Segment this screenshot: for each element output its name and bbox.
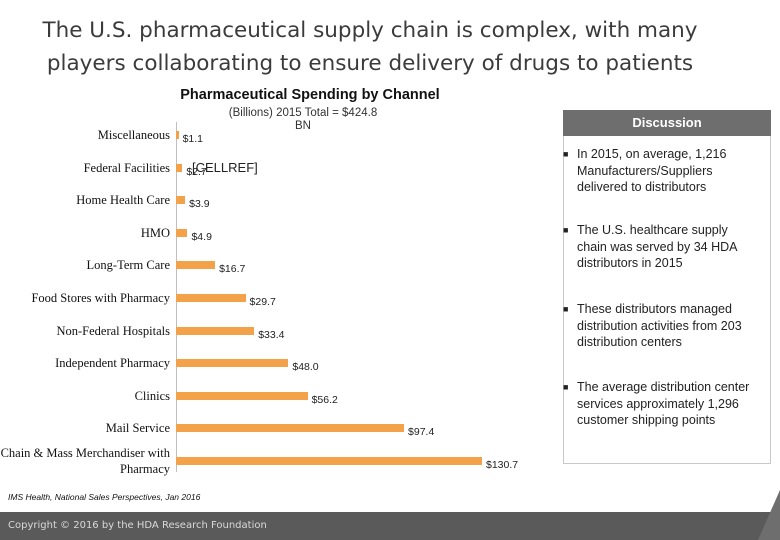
bullet-text: These distributors managed distribution … [577, 302, 742, 349]
source-note: IMS Health, National Sales Perspectives,… [8, 492, 201, 502]
category-label: Non-Federal Hospitals [56, 323, 170, 338]
bullet-icon: ■ [563, 149, 569, 159]
chart-title: Pharmaceutical Spending by Channel [180, 87, 440, 103]
value-label: $33.4 [258, 328, 285, 341]
discussion-bullet: ■ These distributors managed distributio… [563, 301, 759, 351]
value-label: $29.7 [249, 296, 276, 308]
bar [176, 196, 186, 205]
bar [176, 326, 255, 335]
bar [176, 228, 188, 237]
value-label: $3.9 [189, 198, 210, 211]
bullet-text: In 2015, on average, 1,216 Manufacturers… [577, 147, 727, 194]
discussion-panel [563, 110, 771, 464]
bar [176, 457, 482, 465]
discussion-bullet: ■ The average distribution center servic… [563, 379, 759, 429]
copyright-text: Copyright © 2016 by the HDA Research Fou… [8, 520, 267, 531]
category-label: Chain & Mass Merchandiser with Pharmacy [0, 446, 170, 476]
bullet-icon: ■ [563, 304, 569, 314]
bar [176, 131, 179, 139]
value-label: $4.9 [191, 230, 212, 243]
corner-decoration [758, 490, 780, 540]
category-label: HMO [140, 225, 170, 240]
category-label: Home Health Care [76, 193, 170, 208]
slide-title: The U.S. pharmaceutical supply chain is … [42, 18, 698, 76]
value-label: $48.0 [292, 361, 319, 374]
value-label: $16.7 [219, 263, 246, 276]
value-label: $2.7 [186, 165, 207, 178]
category-label: Miscellaneous [97, 128, 170, 142]
bar [176, 359, 289, 368]
value-label: $56.2 [311, 393, 338, 406]
discussion-bullet: ■ In 2015, on average, 1,216 Manufacture… [563, 146, 759, 196]
category-label: Federal Facilities [83, 160, 170, 175]
footer-bar [0, 512, 780, 540]
category-label: Clinics [134, 388, 170, 403]
bullet-icon: ■ [563, 382, 569, 392]
category-label: Independent Pharmacy [55, 356, 170, 371]
category-label: Food Stores with Pharmacy [31, 291, 170, 305]
bar [176, 261, 216, 270]
value-label: $130.7 [486, 459, 519, 471]
discussion-bullet: ■ The U.S. healthcare supply chain was s… [563, 222, 759, 272]
bar [176, 294, 246, 302]
bullet-text: The U.S. healthcare supply chain was ser… [577, 223, 737, 270]
chart-subtitle: (Billions) 2015 Total = $424.8 BN [228, 107, 378, 132]
bullet-icon: ■ [563, 225, 569, 235]
discussion-header: Discussion [563, 110, 771, 136]
bar [176, 391, 308, 400]
bar [176, 163, 183, 172]
bar [176, 424, 405, 433]
value-label: $97.4 [408, 426, 435, 439]
bullet-text: The average distribution center services… [577, 380, 750, 427]
cellref-overlay-label: [CELLREF] [192, 159, 258, 175]
category-label: Mail Service [105, 421, 170, 436]
category-label: Long-Term Care [86, 258, 170, 273]
value-label: $1.1 [182, 133, 203, 145]
